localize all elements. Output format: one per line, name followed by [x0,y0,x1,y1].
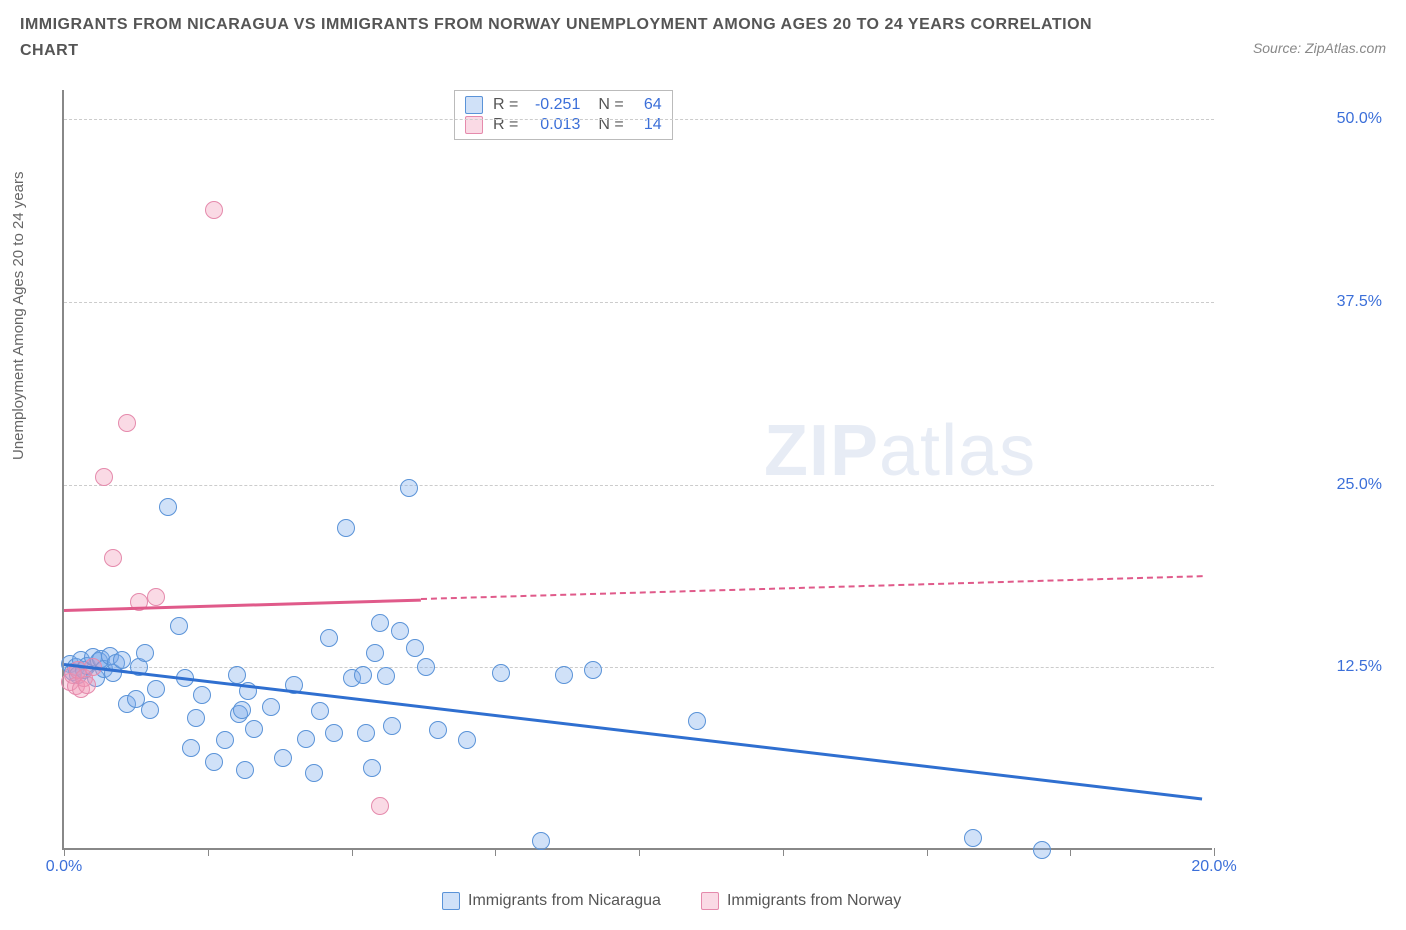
scatter-point [325,724,343,742]
x-tick [64,848,65,856]
grid-line [64,119,1214,120]
scatter-point [377,667,395,685]
chart-title: IMMIGRANTS FROM NICARAGUA VS IMMIGRANTS … [20,12,1140,63]
plot-area: ZIPatlas R =-0.251N =64R = 0.013N =14 12… [62,90,1212,850]
x-tick [927,848,928,856]
watermark-bold: ZIP [764,411,879,491]
trend-line [64,663,1203,800]
x-tick [783,848,784,856]
scatter-point [406,639,424,657]
chart-container: ZIPatlas R = -0.251 N = 64R = 0.013N =14 12… [62,90,1382,880]
trend-line-dashed [420,576,1202,601]
scatter-point [182,739,200,757]
scatter-point [245,720,263,738]
y-tick-label: 25.0% [1222,476,1382,494]
scatter-point [964,829,982,847]
scatter-point [104,549,122,567]
scatter-point [532,832,550,850]
scatter-point [366,644,384,662]
scatter-point [95,468,113,486]
y-tick-label: 37.5% [1222,293,1382,311]
scatter-point [354,666,372,684]
scatter-point [205,753,223,771]
scatter-point [205,201,223,219]
scatter-point [170,617,188,635]
scatter-point [262,698,280,716]
y-axis-label: Unemployment Among Ages 20 to 24 years [10,171,27,460]
scatter-point [1033,841,1051,859]
scatter-point [159,498,177,516]
scatter-point [236,761,254,779]
scatter-point [141,701,159,719]
trend-line [64,598,421,611]
scatter-point [492,664,510,682]
scatter-point [458,731,476,749]
x-tick [208,848,209,856]
correlation-stats-box: R = -0.251 N = 64R = 0.013N =14 [454,90,673,140]
scatter-point [147,680,165,698]
scatter-point [383,717,401,735]
scatter-point [136,644,154,662]
scatter-point [228,666,246,684]
scatter-point [193,686,211,704]
scatter-point [371,797,389,815]
scatter-point [688,712,706,730]
scatter-point [113,651,131,669]
scatter-point [417,658,435,676]
x-tick [639,848,640,856]
legend-item: Immigrants from Nicaragua [442,892,661,910]
y-tick-label: 50.0% [1222,110,1382,128]
x-tick-label: 0.0% [46,858,82,876]
stat-r-label: R = [493,96,518,114]
scatter-point [297,730,315,748]
scatter-point [357,724,375,742]
scatter-point [337,519,355,537]
legend-item: Immigrants from Norway [701,892,901,910]
grid-line [64,302,1214,303]
legend-swatch [465,96,483,114]
x-tick-label: 20.0% [1191,858,1236,876]
legend-swatch [442,892,460,910]
legend-swatch [701,892,719,910]
scatter-point [400,479,418,497]
scatter-point [147,588,165,606]
scatter-point [311,702,329,720]
scatter-point [429,721,447,739]
scatter-point [78,676,96,694]
grid-line [64,485,1214,486]
watermark-light: atlas [879,411,1036,491]
scatter-point [320,629,338,647]
x-tick [352,848,353,856]
stat-n-label: N = [598,96,623,114]
bottom-legend: Immigrants from Nicaragua Immigrants from… [442,892,901,910]
stat-row: R = 0.013N =14 [465,115,662,135]
stat-row: R = -0.251 N = 64 [465,95,662,115]
scatter-point [555,666,573,684]
y-tick-label: 12.5% [1222,658,1382,676]
stat-r-value: -0.251 [526,96,580,114]
scatter-point [118,414,136,432]
scatter-point [233,701,251,719]
source-label: Source: ZipAtlas.com [1253,40,1386,56]
scatter-point [216,731,234,749]
scatter-point [363,759,381,777]
legend-label: Immigrants from Nicaragua [468,892,661,910]
scatter-point [391,622,409,640]
x-tick [1214,848,1215,856]
x-tick [495,848,496,856]
watermark: ZIPatlas [764,410,1036,492]
scatter-point [305,764,323,782]
scatter-point [187,709,205,727]
stat-n-value: 64 [632,96,662,114]
scatter-point [274,749,292,767]
legend-label: Immigrants from Norway [727,892,901,910]
scatter-point [371,614,389,632]
x-tick [1070,848,1071,856]
scatter-point [584,661,602,679]
